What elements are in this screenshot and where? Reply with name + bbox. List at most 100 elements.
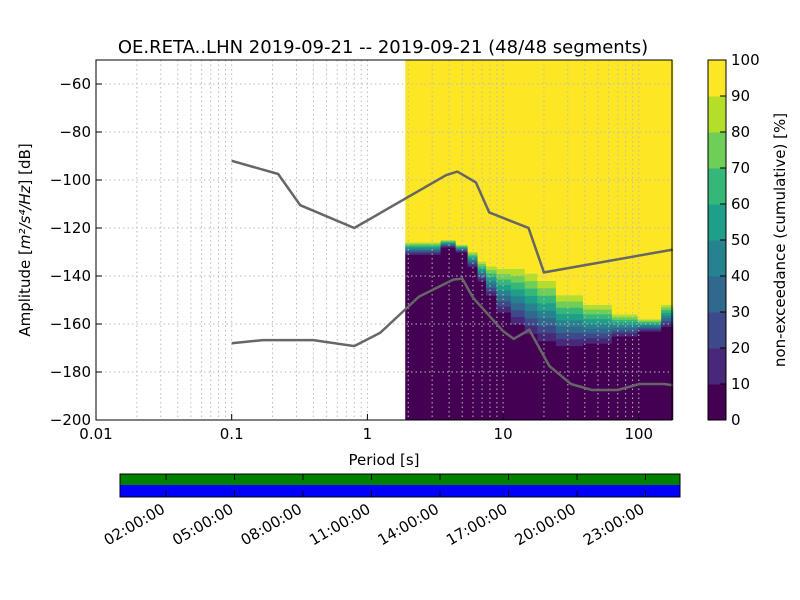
nhnm-line [231,159,673,274]
ppsd-cell-low [467,266,479,420]
colorbar-segment [708,276,726,313]
ppsd-cell [510,310,526,318]
ppsd-cell [477,278,487,282]
colorbar-tick-label: 40 [731,267,750,285]
ppsd-cell [555,339,584,347]
ppsd-cell [661,307,674,311]
colorbar-segment [708,132,726,169]
y-tick-label: −180 [50,363,91,381]
data-availability-bar [120,485,680,497]
ppsd-cell [405,242,421,245]
x-tick-label: 10 [494,425,513,443]
ppsd-cell [486,280,498,285]
ppsd-cell [467,252,479,255]
ppsd-cell [440,244,457,246]
ppsd-cell [477,264,487,267]
colorbar-tick-label: 20 [731,339,750,357]
ppsd-cell [555,326,584,334]
ppsd-cell-high [486,60,498,267]
timeline-tick-label: 05:00:00 [169,500,236,549]
ppsd-cell-high [524,60,538,274]
colorbar-segment [708,312,726,349]
ppsd-cell [440,240,457,243]
ppsd-cell [455,246,469,248]
ppsd-cell-high [440,60,457,240]
ppsd-cell [440,245,457,247]
ppsd-cell [405,246,421,249]
ppsd-cell-low [537,340,557,420]
colorbar-segment [708,96,726,133]
plot-frame [95,59,673,421]
ppsd-cell [405,251,421,254]
ppsd-cell [405,252,421,255]
ppsd-cell-high [661,60,674,305]
ppsd-cell [537,310,557,319]
y-tick-label: −120 [50,219,91,237]
ppsd-cell [537,333,557,342]
colorbar-segment [708,60,726,97]
ppsd-cell-high [510,60,526,269]
y-tick-label: −60 [59,75,91,93]
ppsd-cell [555,307,584,315]
colorbar-tick-label: 90 [731,87,750,105]
ppsd-cell [486,273,498,278]
ppsd-cell [510,296,526,304]
ppsd-cell [637,328,662,331]
ppsd-cell-low [486,295,498,420]
ppsd-cell [537,303,557,312]
ppsd-cell [510,289,526,297]
ppsd-cell [611,319,639,323]
colorbar-tick-label: 30 [731,303,750,321]
ppsd-cell-low [440,247,457,420]
y-tick-label: −160 [50,315,91,333]
ppsd-cell [537,325,557,334]
ppsd-cell [537,288,557,297]
ppsd-cell [455,250,469,252]
ppsd-cell-low [405,254,421,420]
ppsd-cell [611,330,639,334]
ppsd-cell [524,326,538,335]
ppsd-cell [637,326,662,329]
ppsd-cell [496,290,512,297]
ppsd-cell [582,304,613,311]
ppsd-cell [661,312,674,317]
ppsd-cell [555,301,584,309]
ppsd-cell [582,338,613,344]
ppsd-cell [440,246,457,248]
ppsd-cell [661,323,674,327]
ppsd-cell [486,270,498,275]
ppsd-cell [420,246,442,249]
colorbar-tick-label: 0 [731,411,741,429]
ppsd-cell [524,288,538,297]
ppsd-cell [440,242,457,245]
ppsd-cell [524,303,538,312]
y-tick-label: −200 [50,411,91,429]
ppsd-cell [496,285,512,291]
ppsd-cell-low [524,333,538,420]
ppsd-cell [420,249,442,252]
ppsd-cell [524,281,538,290]
timeline-frame [119,473,681,498]
ppsd-cell [455,251,469,253]
ppsd-cell [496,279,512,286]
ppsd-cell-low [510,324,526,420]
ppsd-cell [611,333,639,337]
ppsd-cell [486,277,498,282]
ppsd-cell [524,318,538,327]
ppsd-cell [637,322,662,325]
ppsd-cell [420,251,442,254]
ppsd-cell [467,259,479,262]
ppsd-cell [496,295,512,302]
ppsd-cell [510,282,526,290]
colorbar-label: non-exceedance (cumulative) [%] [771,113,789,367]
ppsd-cell [611,327,639,332]
x-tick-label: 1 [363,425,373,443]
timeline-tick-label: 11:00:00 [306,500,373,549]
ppsd-cell [611,325,639,329]
ppsd-cell-high [637,60,662,320]
ppsd-cell [440,241,457,244]
ppsd-cell-high [455,60,469,245]
y-tick-label: −80 [59,123,91,141]
ppsd-cell-high [405,60,421,243]
ppsd-cell [510,317,526,325]
